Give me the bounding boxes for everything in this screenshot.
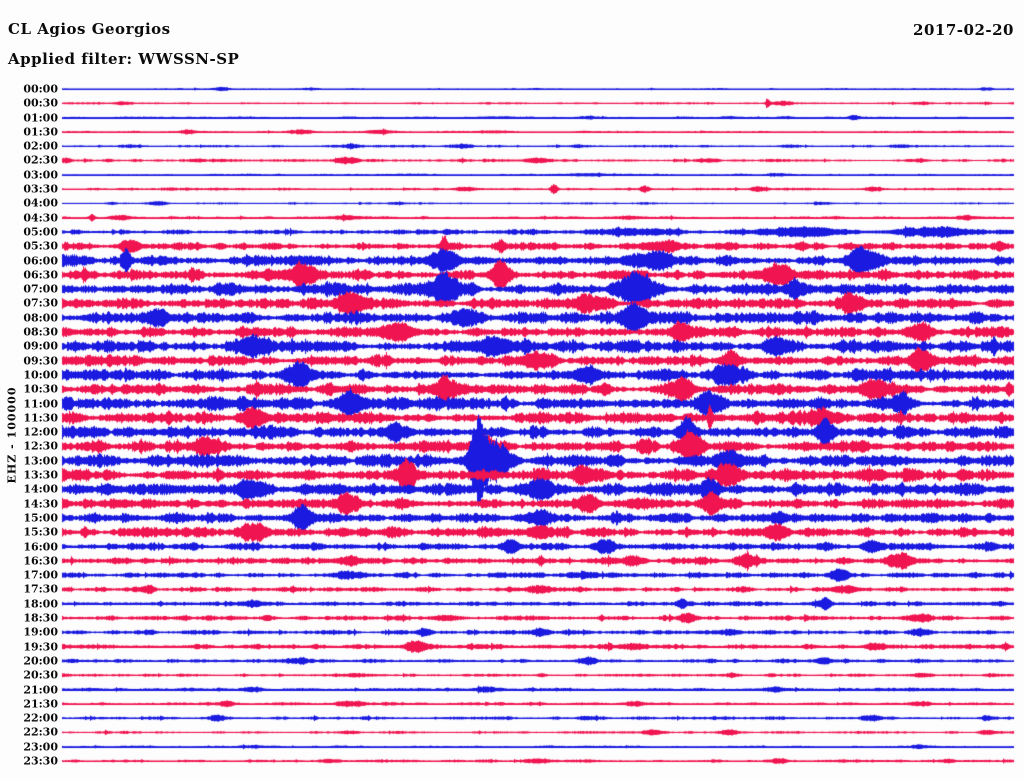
time-label: 04:00 <box>23 196 58 210</box>
time-label: 11:00 <box>23 397 58 411</box>
time-label: 07:00 <box>23 282 58 296</box>
time-label: 04:30 <box>23 211 58 225</box>
time-label: 23:30 <box>23 754 58 768</box>
time-label: 02:00 <box>23 139 58 153</box>
time-label: 00:00 <box>23 82 58 96</box>
time-label: 10:30 <box>23 382 58 396</box>
time-label: 10:00 <box>23 368 58 382</box>
time-label: 22:30 <box>23 725 58 739</box>
time-label: 16:30 <box>23 554 58 568</box>
time-label: 02:30 <box>23 153 58 167</box>
time-label: 01:30 <box>23 125 58 139</box>
time-label: 11:30 <box>23 411 58 425</box>
time-label: 21:30 <box>23 697 58 711</box>
time-label: 20:30 <box>23 668 58 682</box>
time-label: 05:30 <box>23 239 58 253</box>
time-label: 12:30 <box>23 439 58 453</box>
time-label: 17:00 <box>23 568 58 582</box>
time-label: 03:30 <box>23 182 58 196</box>
channel-scale-label: EHZ - 100000 <box>5 386 19 484</box>
time-label: 19:00 <box>23 625 58 639</box>
time-label: 03:00 <box>23 168 58 182</box>
time-label: 14:30 <box>23 497 58 511</box>
time-label: 07:30 <box>23 296 58 310</box>
plot-date: 2017-02-20 <box>913 21 1014 39</box>
time-label: 23:00 <box>23 740 58 754</box>
time-label: 08:00 <box>23 311 58 325</box>
time-label: 12:00 <box>23 425 58 439</box>
time-label: 17:30 <box>23 582 58 596</box>
applied-filter-label: Applied filter: WWSSN-SP <box>8 50 240 68</box>
time-label: 18:00 <box>23 597 58 611</box>
time-label: 15:30 <box>23 525 58 539</box>
time-label: 21:00 <box>23 683 58 697</box>
time-label: 13:00 <box>23 454 58 468</box>
time-label: 06:00 <box>23 254 58 268</box>
time-label: 19:30 <box>23 640 58 654</box>
station-title: CL Agios Georgios <box>8 20 171 38</box>
time-label: 16:00 <box>23 540 58 554</box>
time-label: 05:00 <box>23 225 58 239</box>
time-label: 14:00 <box>23 482 58 496</box>
time-label: 01:00 <box>23 111 58 125</box>
time-label: 22:00 <box>23 711 58 725</box>
time-label: 13:30 <box>23 468 58 482</box>
time-label: 09:00 <box>23 339 58 353</box>
time-label: 18:30 <box>23 611 58 625</box>
time-label: 08:30 <box>23 325 58 339</box>
time-label: 06:30 <box>23 268 58 282</box>
time-label: 15:00 <box>23 511 58 525</box>
time-label: 09:30 <box>23 354 58 368</box>
time-label: 00:30 <box>23 96 58 110</box>
time-label: 20:00 <box>23 654 58 668</box>
